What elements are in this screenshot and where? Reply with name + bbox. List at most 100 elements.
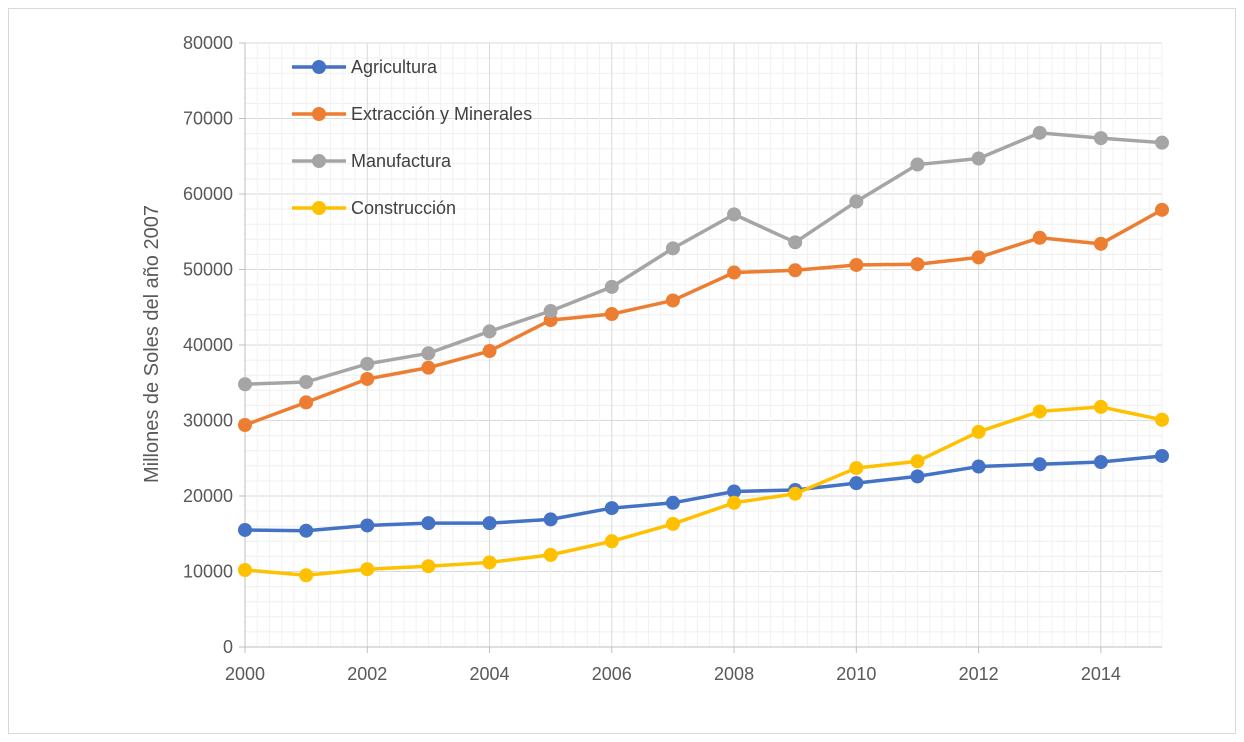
data-point (238, 562, 252, 577)
legend-label: Extracción y Minerales (351, 104, 532, 124)
x-tick-label: 2012 (959, 664, 999, 684)
x-tick-label: 2002 (347, 664, 387, 684)
data-point (360, 562, 375, 577)
data-point (360, 356, 375, 371)
data-point (604, 501, 619, 516)
data-point (604, 279, 619, 294)
data-point (421, 346, 436, 361)
data-point (1093, 399, 1108, 414)
data-point (849, 476, 864, 491)
data-point (1032, 457, 1047, 472)
data-point (665, 495, 680, 510)
series-2 (238, 125, 1169, 392)
data-point (238, 377, 252, 392)
data-point (421, 360, 436, 375)
data-point (849, 461, 864, 476)
data-point (910, 257, 925, 272)
series-line (244, 405, 1163, 578)
legend-label: Agricultura (351, 57, 438, 77)
data-point (482, 324, 497, 339)
data-point (1093, 455, 1108, 470)
series-3 (238, 399, 1169, 583)
x-tick-label: 2006 (592, 664, 632, 684)
y-tick-label: 50000 (183, 260, 233, 280)
series-line (244, 131, 1163, 387)
data-point (604, 307, 619, 322)
data-point (788, 486, 803, 501)
y-tick-label: 70000 (183, 109, 233, 129)
data-point (238, 418, 252, 433)
data-point (910, 454, 925, 469)
data-point (1155, 202, 1169, 217)
legend-marker (312, 154, 326, 168)
data-point (1032, 125, 1047, 140)
axes (239, 42, 1162, 653)
data-point (788, 263, 803, 278)
x-tick-label: 2010 (836, 664, 876, 684)
legend-item: Manufactura (292, 151, 452, 171)
data-point (727, 495, 742, 510)
x-tick-label: 2008 (714, 664, 754, 684)
data-point (238, 522, 252, 537)
data-point (1155, 412, 1169, 427)
series-layer (238, 125, 1169, 583)
data-point (1155, 448, 1169, 463)
data-point (665, 516, 680, 531)
data-point (1093, 131, 1108, 146)
x-tick-label: 2014 (1081, 664, 1121, 684)
y-tick-label: 20000 (183, 486, 233, 506)
data-point (421, 516, 436, 531)
legend-marker (312, 107, 326, 121)
data-point (971, 424, 986, 439)
y-axis-title: Millones de Soles del año 2007 (141, 205, 163, 483)
legend-label: Construcción (351, 198, 456, 218)
data-point (1155, 135, 1169, 150)
data-point (360, 371, 375, 386)
data-point (299, 395, 314, 410)
series-0 (238, 448, 1169, 538)
series-1 (238, 202, 1169, 433)
x-tick-label: 2000 (225, 664, 265, 684)
grid (244, 42, 1163, 648)
series-line (244, 454, 1163, 533)
y-tick-label: 30000 (183, 411, 233, 431)
y-tick-label: 0 (223, 637, 233, 657)
data-point (421, 559, 436, 574)
legend-item: Construcción (292, 198, 456, 218)
legend-label: Manufactura (351, 151, 452, 171)
tick-labels: 0 10000 20000 30000 40000 50000 60000 70000 8000… (183, 33, 1121, 684)
legend-marker (312, 60, 326, 74)
data-point (971, 151, 986, 166)
data-point (727, 484, 742, 499)
data-point (910, 157, 925, 172)
data-point (299, 523, 314, 538)
data-point (1032, 230, 1047, 245)
data-point (543, 304, 558, 319)
data-point (299, 374, 314, 389)
data-point (665, 293, 680, 308)
y-tick-label: 60000 (183, 184, 233, 204)
data-point (910, 469, 925, 484)
data-point (299, 568, 314, 583)
data-point (971, 459, 986, 474)
data-point (1093, 236, 1108, 251)
data-point (1032, 404, 1047, 419)
data-point (971, 250, 986, 265)
chart-frame (8, 8, 1236, 734)
data-point (482, 516, 497, 531)
data-point (604, 534, 619, 549)
data-point (727, 207, 742, 222)
data-point (543, 547, 558, 562)
data-point (543, 512, 558, 527)
legend: Agricultura Extracción y Minerales Manufac… (292, 57, 532, 218)
data-point (360, 518, 375, 533)
series-line (244, 208, 1163, 427)
legend-item: Extracción y Minerales (292, 104, 532, 124)
legend-item: Agricultura (292, 57, 438, 77)
y-tick-label: 10000 (183, 562, 233, 582)
y-tick-label: 80000 (183, 33, 233, 53)
data-point (849, 194, 864, 209)
data-point (665, 241, 680, 256)
data-point (482, 555, 497, 570)
